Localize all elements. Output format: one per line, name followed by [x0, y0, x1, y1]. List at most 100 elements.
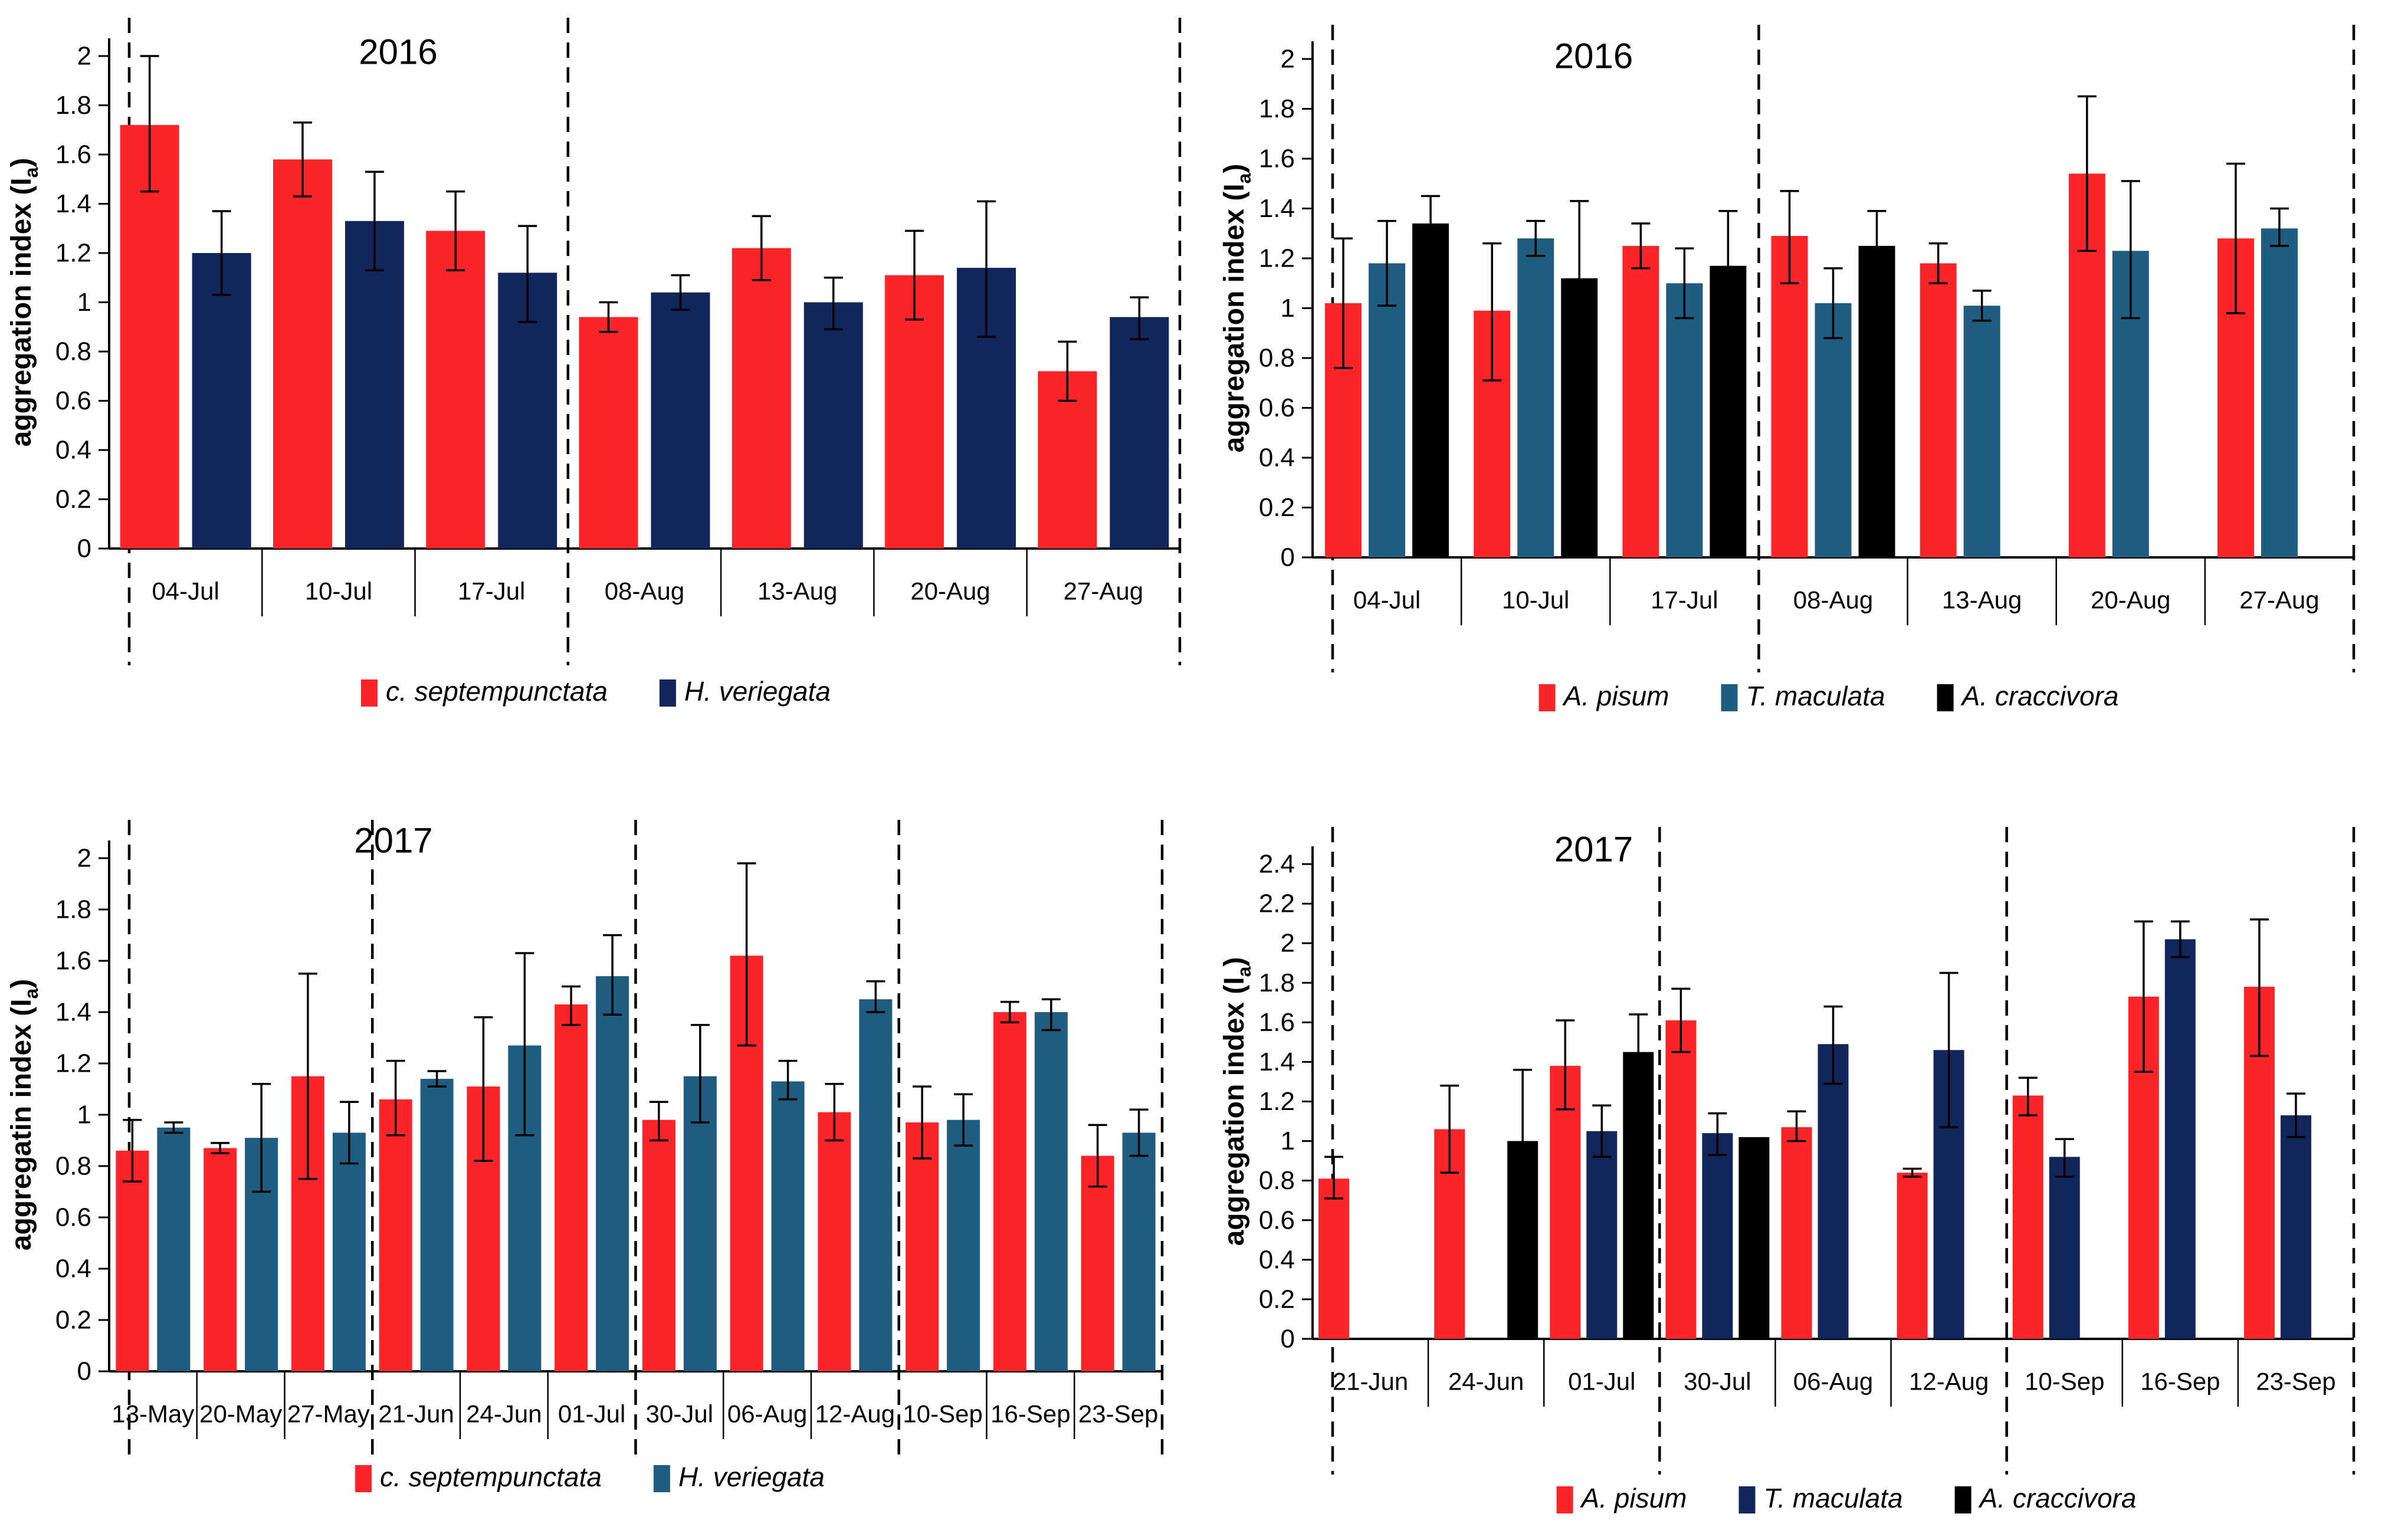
- bar-black-01-Jul: [1623, 1052, 1654, 1339]
- bar-red-30-Jul: [1665, 1020, 1697, 1339]
- y-tick-label: 2.4: [1259, 850, 1295, 879]
- bar-steel_blue-01-Jul: [596, 976, 629, 1371]
- x-category-label: 13-May: [111, 1400, 194, 1428]
- bar-navy-13-Aug: [803, 302, 863, 549]
- legend-item: c. septempunctata: [355, 1462, 602, 1492]
- bar-steel_blue-30-Jul: [683, 1076, 717, 1371]
- bar-steel_blue-17-Jul: [1666, 283, 1703, 557]
- y-tick-label: 1.4: [1259, 194, 1295, 223]
- legend-label: A. pisum: [1580, 1483, 1687, 1513]
- legend-item: A. pisum: [1556, 1483, 1687, 1513]
- x-category-label: 21-Jun: [378, 1400, 454, 1428]
- bar-red-13-Aug: [731, 248, 791, 549]
- bar-red-08-Aug: [579, 317, 638, 549]
- legend-item: T. maculata: [1738, 1483, 1903, 1513]
- y-tick-label: 1: [77, 288, 91, 317]
- y-axis-label-subscript: a: [21, 989, 42, 999]
- bar-steel_blue-23-Sep: [1122, 1132, 1156, 1371]
- bar-black-08-Aug: [1858, 245, 1895, 557]
- y-tick-label: 0.4: [55, 1255, 91, 1283]
- y-axis-label-text: ): [1219, 957, 1250, 967]
- bar-steel_blue-27-Aug: [2261, 228, 2298, 557]
- bar-steel_blue-08-Aug: [1815, 303, 1852, 557]
- legend: A. pisum T. maculata A. craccivora: [1556, 1483, 2136, 1513]
- panel-title: 2016: [1554, 37, 1633, 76]
- bar-red-21-Jun: [1318, 1178, 1350, 1339]
- panel-title: 2017: [354, 821, 432, 861]
- legend-label: T. maculata: [1746, 681, 1885, 711]
- legend-label: A. pisum: [1562, 681, 1669, 711]
- y-axis-label: aggregatin index (Ia): [6, 979, 42, 1251]
- legend-item: A. craccivora: [1954, 1483, 2136, 1513]
- x-category-label: 12-Aug: [1909, 1368, 1989, 1395]
- legend-item: H. veriegata: [659, 676, 831, 707]
- panel-title: 2017: [1554, 830, 1633, 869]
- y-tick-label: 0.8: [1259, 1166, 1295, 1195]
- legend-item: H. veriegata: [653, 1462, 825, 1492]
- y-tick-label: 0.6: [1259, 1206, 1295, 1234]
- panel-predators-2016: aggregation index (Ia) 0 0.2 0.4 0.6 0.8 1 1.2 1…: [0, 0, 1215, 771]
- bar-red-30-Jul: [642, 1119, 675, 1371]
- bar-black-17-Jul: [1710, 265, 1747, 557]
- x-category-label: 13-Aug: [757, 577, 837, 605]
- x-category-label: 20-Aug: [2091, 586, 2170, 614]
- y-axis-label-text: ): [6, 158, 37, 168]
- y-axis-label-subscript: a: [1234, 173, 1255, 183]
- y-tick-label: 1.2: [55, 1049, 91, 1078]
- legend-item: c. septempunctata: [361, 676, 608, 707]
- bar-navy-04-Jul: [192, 253, 251, 549]
- bar-red-23-Sep: [1081, 1155, 1114, 1371]
- bar-red-12-Aug: [1897, 1173, 1928, 1339]
- x-category-label: 12-Aug: [815, 1400, 895, 1428]
- y-tick-label: 0.8: [55, 337, 91, 366]
- y-tick-label: 1.2: [1259, 1087, 1295, 1116]
- bar-steel_blue-16-Sep: [1034, 1012, 1068, 1371]
- x-category-label: 27-May: [287, 1400, 370, 1428]
- bar-red-20-May: [204, 1148, 237, 1371]
- bar-red-13-Aug: [1920, 263, 1957, 557]
- bar-black-24-Jun: [1507, 1141, 1538, 1339]
- y-tick-label: 1.8: [1259, 968, 1295, 997]
- legend-swatch: [659, 679, 676, 707]
- y-tick-label: 0: [1281, 543, 1295, 572]
- bar-red-17-Jul: [426, 231, 485, 549]
- y-tick-label: 0.6: [1259, 393, 1295, 422]
- chart-predators-2017: aggregatin index (Ia) 0 0.2 0.4 0.6 0.8 1 1.2 1.…: [6, 820, 1164, 1492]
- bar-navy-27-Aug: [1110, 317, 1169, 549]
- x-category-label: 30-Jul: [1684, 1368, 1751, 1395]
- y-tick-label: 2: [77, 844, 91, 873]
- bar-steel_blue-21-Jun: [420, 1079, 454, 1371]
- bar-red-10-Sep: [906, 1122, 939, 1371]
- x-category-label: 20-Aug: [910, 577, 990, 605]
- bar-red-10-Jul: [273, 159, 332, 549]
- legend-swatch: [1738, 1486, 1756, 1513]
- y-axis-label-text: aggregatin index (I: [6, 999, 37, 1251]
- x-category-label: 13-Aug: [1942, 586, 2022, 614]
- x-category-label: 10-Sep: [903, 1400, 982, 1428]
- x-category-label: 27-Aug: [1064, 577, 1143, 605]
- y-tick-label: 1.8: [55, 91, 91, 120]
- legend: c. septempunctata H. veriegata: [355, 1462, 825, 1492]
- bar-red-10-Sep: [2012, 1095, 2043, 1339]
- y-axis-label-subscript: a: [1234, 966, 1255, 977]
- bar-red-20-Aug: [885, 275, 944, 549]
- y-tick-label: 1: [1281, 294, 1295, 323]
- y-axis-label-text: ): [1219, 164, 1250, 173]
- x-category-label: 20-May: [199, 1400, 282, 1428]
- x-category-label: 23-Sep: [2256, 1368, 2335, 1395]
- legend-label: A. craccivora: [1960, 681, 2119, 711]
- bar-navy-30-Jul: [1702, 1133, 1733, 1339]
- y-tick-label: 2.2: [1259, 889, 1295, 918]
- legend-swatch: [653, 1465, 670, 1492]
- y-tick-label: 2: [1281, 45, 1295, 74]
- y-axis-label: aggregation index (Ia): [1219, 957, 1255, 1246]
- bar-red-21-Jun: [379, 1099, 412, 1371]
- bar-steel_blue-10-Jul: [1517, 238, 1554, 557]
- x-category-label: 10-Jul: [305, 577, 372, 605]
- legend-swatch: [1721, 684, 1738, 711]
- panel-aphids-2016: aggregation index (Ia) 0 0.2 0.4 0.6 0.8 1 1.2 1…: [1215, 0, 2398, 771]
- bar-navy-01-Jul: [1586, 1131, 1618, 1339]
- x-category-label: 01-Jul: [1568, 1368, 1635, 1395]
- x-category-label: 24-Jun: [1448, 1368, 1524, 1395]
- y-axis-label: aggregation index (Ia): [6, 158, 42, 447]
